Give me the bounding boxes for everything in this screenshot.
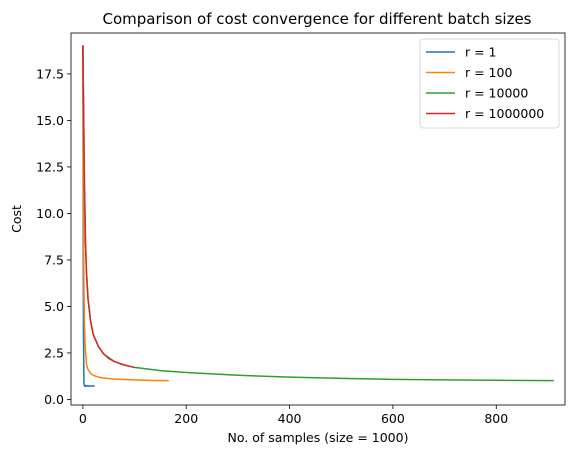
series-line-2 (82, 45, 169, 382)
plot-frame (70, 32, 566, 406)
plot-area (82, 45, 554, 388)
legend-label: r = 1000000 (465, 106, 544, 121)
y-tick-label: 17.5 (36, 66, 64, 81)
legend-box (419, 38, 560, 129)
legend-label: r = 1 (465, 45, 497, 60)
y-tick-label: 15.0 (36, 113, 64, 128)
legend-label: r = 10000 (465, 86, 528, 101)
y-axis: 0.0 2.5 5.0 7.5 10.0 12.5 15.0 17.5 (36, 66, 71, 407)
y-tick-label: 0.0 (44, 392, 64, 407)
legend: r = 1 r = 100 r = 10000 r = 1000000 (419, 38, 560, 129)
legend-label: r = 100 (465, 65, 512, 80)
y-tick-label: 2.5 (44, 345, 64, 360)
x-axis: 0 200 400 600 800 (79, 405, 508, 426)
x-tick-label: 0 (79, 411, 87, 426)
series-line-4 (82, 45, 136, 369)
x-tick-label: 800 (484, 411, 508, 426)
y-tick-label: 12.5 (36, 159, 64, 174)
x-tick-label: 600 (381, 411, 405, 426)
x-tick-label: 400 (278, 411, 302, 426)
chart-title: Comparison of cost convergence for diffe… (102, 10, 531, 28)
y-tick-label: 10.0 (36, 206, 64, 221)
y-axis-label: Cost (9, 205, 24, 233)
series-line-1 (82, 45, 95, 388)
x-tick-label: 200 (174, 411, 198, 426)
x-axis-label: No. of samples (size = 1000) (228, 430, 409, 445)
y-tick-label: 7.5 (44, 252, 64, 267)
y-tick-label: 5.0 (44, 299, 64, 314)
